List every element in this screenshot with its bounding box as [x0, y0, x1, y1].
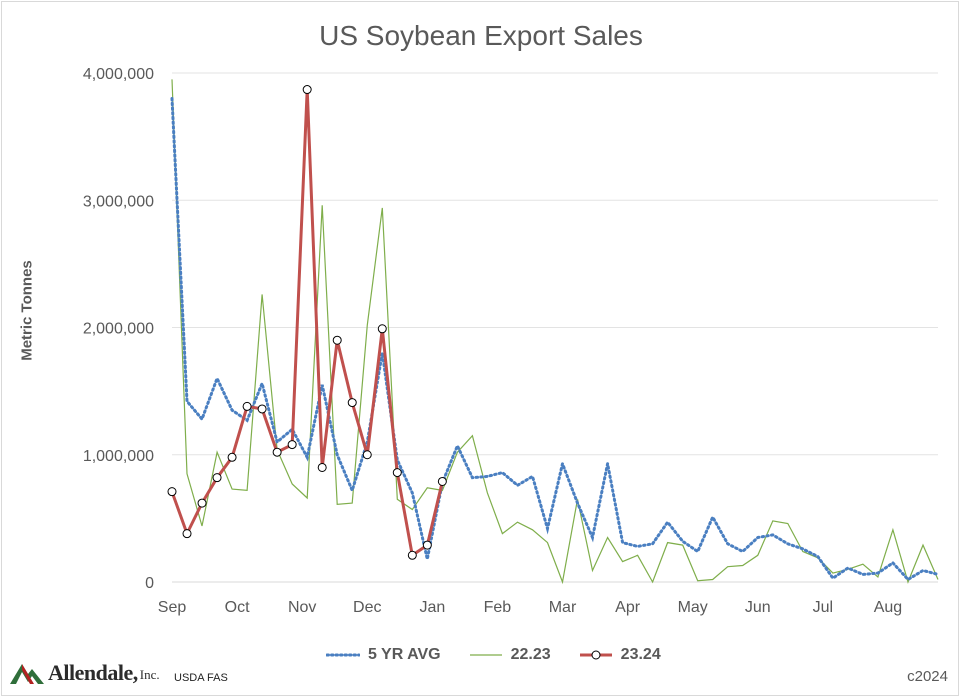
series-23-24-point	[272, 447, 282, 457]
series-23-24-point	[317, 462, 327, 472]
series-23-24-point	[437, 476, 447, 486]
y-tick-label: 1,000,000	[83, 448, 154, 465]
chart-legend: 5 YR AVG 22.23 23.24	[326, 646, 689, 664]
chart-title: US Soybean Export Sales	[319, 20, 643, 51]
x-tick-label: Dec	[353, 599, 381, 616]
legend-label-22-23: 22.23	[510, 646, 551, 663]
series-23-24-point	[182, 529, 192, 539]
x-tick-label: Jul	[813, 599, 833, 616]
series-23-24-point	[347, 398, 357, 408]
series-23-24-line	[170, 88, 444, 557]
logo-text: Allendale,	[48, 660, 138, 685]
series-23-24-point	[242, 401, 252, 411]
y-tick-label: 2,000,000	[83, 321, 154, 338]
x-tick-label: Oct	[225, 599, 250, 616]
y-tick-label: 0	[145, 575, 154, 592]
x-tick-label: Mar	[549, 599, 577, 616]
x-tick-label: Apr	[615, 599, 641, 616]
x-tick-label: May	[678, 599, 708, 616]
x-tick-label: Sep	[158, 599, 187, 616]
series-5yr-avg-line	[170, 97, 940, 582]
legend-item-22-23: 22.23	[469, 646, 551, 664]
logo-inc: Inc.	[139, 667, 160, 682]
allendale-logo: Allendale, Inc.	[8, 660, 160, 686]
x-tick-label: Jun	[745, 599, 771, 616]
x-tick-label: Jan	[419, 599, 445, 616]
allendale-mountain-icon	[10, 664, 44, 684]
series-23-24-point	[287, 440, 297, 450]
series-23-24-point	[212, 473, 222, 483]
series-23-24-point	[377, 324, 387, 334]
series-23-24-point	[362, 450, 372, 460]
legend-label-23-24: 23.24	[620, 646, 661, 663]
copyright-note: c2024	[907, 668, 948, 685]
series-23-24-point	[332, 335, 342, 345]
legend-item-23-24: 23.24	[579, 646, 661, 664]
legend-swatch-5yr-avg	[326, 653, 360, 657]
legend-swatch-23-24	[579, 650, 612, 660]
series-23-24-point	[257, 404, 267, 414]
legend-label-5yr-avg: 5 YR AVG	[368, 646, 441, 663]
y-tick-label: 3,000,000	[83, 193, 154, 210]
legend-item-5yr-avg: 5 YR AVG	[326, 646, 441, 664]
series-23-24-point	[407, 550, 417, 560]
x-tick-label: Nov	[288, 599, 316, 616]
series-23-24-point	[227, 452, 237, 462]
series-23-24-point	[167, 487, 177, 497]
series-23-24-point	[302, 85, 312, 95]
series-23-24-point	[197, 498, 207, 508]
series-23-24-point	[392, 468, 402, 478]
x-tick-label: Feb	[484, 599, 512, 616]
source-note: USDA FAS	[174, 672, 228, 684]
series-23-24-point	[422, 540, 432, 550]
legend-swatch-22-23	[469, 654, 502, 656]
y-tick-label: 4,000,000	[83, 66, 154, 83]
series-22-23-line	[171, 79, 939, 585]
x-tick-label: Aug	[874, 599, 902, 616]
